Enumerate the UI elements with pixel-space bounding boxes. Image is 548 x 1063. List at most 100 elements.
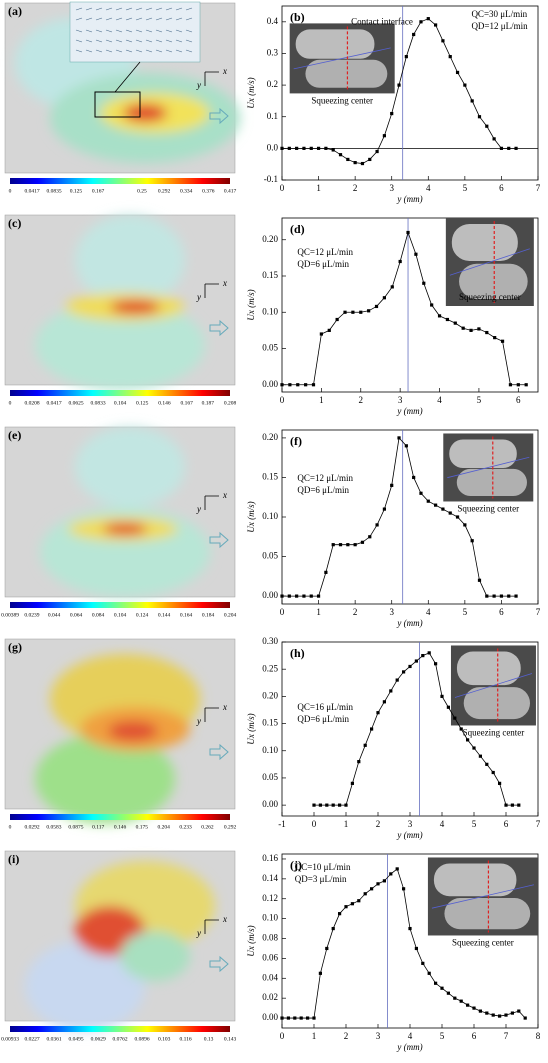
vector (125, 49, 133, 53)
panel-label: (e) (8, 428, 21, 442)
data-point (368, 535, 372, 539)
x-tick-label: 3 (389, 183, 394, 193)
colorbar-label: 0.0208 (24, 400, 39, 406)
vector (75, 49, 83, 53)
colorbar-label: 0.0835 (46, 188, 61, 194)
y-tick-label: 0.3 (267, 48, 279, 58)
y-axis-label: Ux (m/s) (246, 289, 256, 320)
vector (75, 7, 83, 11)
colorbar-label: 0 (9, 400, 12, 406)
colorbar-label: 0.204 (224, 612, 237, 618)
vector (185, 49, 193, 53)
data-point (414, 659, 418, 663)
colorbar-label: 0.204 (158, 824, 171, 830)
field-map (40, 427, 210, 597)
data-point (466, 1003, 470, 1007)
data-point (324, 570, 328, 574)
x-tick-label: 1 (312, 1031, 317, 1041)
data-point (374, 304, 379, 309)
x-tick-label: 6 (516, 395, 521, 405)
data-point (370, 887, 374, 891)
x-tick-label: 4 (426, 607, 431, 617)
vector (115, 7, 123, 11)
data-point (453, 996, 457, 1000)
inset-caption: Squeezing center (459, 292, 521, 302)
data-point (280, 1016, 284, 1020)
x-tick-label: 4 (426, 183, 431, 193)
flow-arrow (209, 955, 229, 973)
data-point (331, 148, 335, 152)
data-point (335, 317, 339, 322)
data-point (485, 330, 489, 335)
data-point (368, 157, 372, 162)
vector (135, 7, 143, 11)
x-tick-label: 7 (536, 183, 541, 193)
colorbar-label: 0.233 (179, 824, 192, 830)
data-point (477, 327, 481, 331)
data-point (446, 705, 450, 709)
data-point (485, 594, 489, 598)
vector (155, 39, 163, 43)
vector (135, 39, 143, 43)
data-point (367, 309, 371, 313)
colorbar-label: 0.0833 (91, 400, 106, 406)
field-region (120, 931, 190, 981)
colorbar-label: 0.376 (202, 188, 215, 194)
droplet (295, 29, 375, 59)
data-point (288, 383, 292, 387)
colorbar-label: 0.187 (202, 400, 215, 406)
data-point (360, 161, 365, 166)
y-tick-label: 0.00 (262, 1012, 278, 1022)
data-point (363, 743, 367, 747)
colorbar-label: 0.292 (224, 824, 237, 830)
data-point (477, 578, 482, 582)
inset-line (447, 456, 530, 479)
colorbar (10, 602, 230, 608)
data-point (446, 991, 450, 995)
data-point (448, 55, 452, 59)
y-tick-label: 0.05 (262, 551, 278, 561)
data-point (312, 1016, 316, 1020)
flow-arrow (209, 107, 229, 125)
colorbar-label: 0.104 (114, 400, 127, 406)
x-tick-label: 4 (408, 1031, 413, 1041)
x-axis-label: y (mm) (396, 830, 422, 840)
panel-label: (c) (8, 216, 21, 230)
colorbar-label: 0.417 (224, 188, 237, 194)
q-d: QD=12 μL/min (471, 21, 528, 31)
data-point (299, 1016, 303, 1020)
data-point (346, 543, 350, 547)
data-point (493, 336, 497, 340)
x-tick-label: 1 (319, 395, 324, 405)
panel-label: (h) (290, 646, 305, 660)
data-point (353, 543, 357, 547)
inset-line (449, 248, 530, 276)
axis-x: x (222, 914, 227, 924)
droplet (451, 224, 518, 261)
q-c: QC=10 μL/min (295, 862, 351, 872)
data-point (382, 879, 386, 883)
colorbar-label: 0.144 (158, 612, 171, 618)
zoom-box (94, 91, 141, 118)
data-point (466, 738, 470, 742)
vector (145, 29, 153, 33)
x-tick-label: 6 (472, 1031, 477, 1041)
axis-x: x (222, 278, 227, 288)
data-point (472, 1006, 476, 1010)
droplet (456, 651, 521, 686)
x-tick-label: 1 (316, 607, 321, 617)
data-point (510, 803, 514, 807)
data-point (357, 899, 361, 903)
colorbar-label: 0.208 (224, 400, 237, 406)
data-point (426, 17, 430, 21)
colorbar-label: 0.0629 (91, 1036, 106, 1042)
data-point (510, 1011, 514, 1015)
axis-x: x (222, 490, 227, 500)
vector (125, 29, 133, 33)
data-point (491, 1013, 495, 1017)
y-tick-label: 0.10 (262, 306, 278, 316)
data-point (382, 134, 386, 138)
data-point (357, 760, 361, 764)
droplet (456, 468, 527, 497)
data-point (507, 594, 511, 598)
